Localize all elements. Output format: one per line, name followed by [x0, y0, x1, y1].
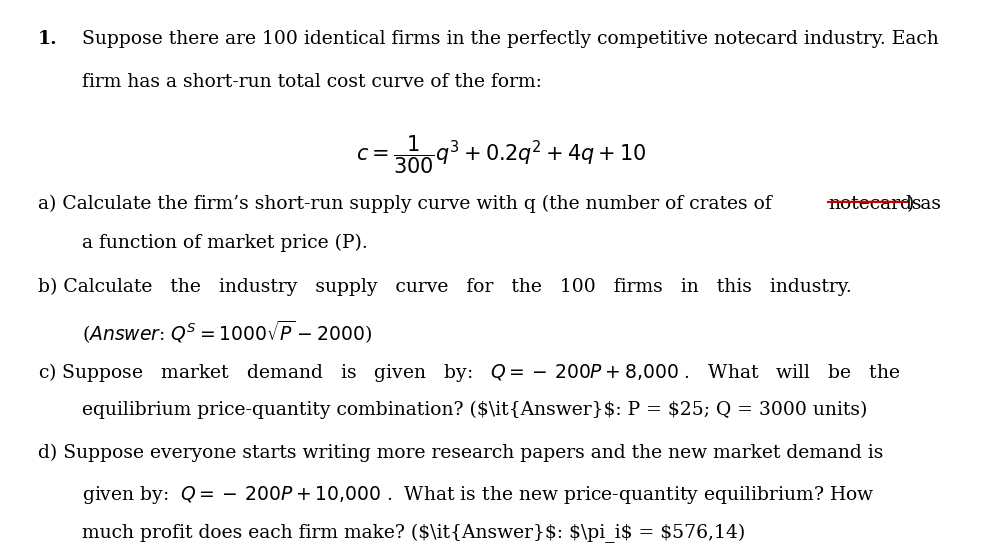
Text: Suppose there are 100 identical firms in the perfectly competitive notecard indu: Suppose there are 100 identical firms in…	[82, 30, 938, 49]
Text: a function of market price (P).: a function of market price (P).	[82, 233, 368, 252]
Text: ($\it{Answer}$: $Q^S = 1000\sqrt{P} - 2000$): ($\it{Answer}$: $Q^S = 1000\sqrt{P} - 20…	[82, 318, 372, 345]
Text: 1.: 1.	[38, 30, 58, 49]
Text: ) as: ) as	[906, 195, 940, 213]
Text: c) Suppose   market   demand   is   given   by:   $Q =-\, 200P + 8{,}000$ .   Wh: c) Suppose market demand is given by: $Q…	[38, 361, 900, 384]
Text: much profit does each firm make? ($\it{Answer}$: $\pi_i$ = $576,14): much profit does each firm make? ($\it{A…	[82, 524, 744, 544]
Text: d) Suppose everyone starts writing more research papers and the new market deman: d) Suppose everyone starts writing more …	[38, 444, 883, 462]
Text: notecards: notecards	[828, 195, 921, 213]
Text: equilibrium price-quantity combination? ($\it{Answer}$: P = $25; Q = 3000 units): equilibrium price-quantity combination? …	[82, 401, 867, 419]
Text: a) Calculate the firm’s short-run supply curve with q (the number of crates of: a) Calculate the firm’s short-run supply…	[38, 195, 778, 213]
Text: b) Calculate   the   industry   supply   curve   for   the   100   firms   in   : b) Calculate the industry supply curve f…	[38, 278, 851, 296]
Text: given by:  $Q =-\, 200P + 10{,}000$ .  What is the new price-quantity equilibriu: given by: $Q =-\, 200P + 10{,}000$ . Wha…	[82, 484, 874, 506]
Text: $c = \dfrac{1}{300}q^3 + 0.2q^2 + 4q + 10$: $c = \dfrac{1}{300}q^3 + 0.2q^2 + 4q + 1…	[356, 134, 646, 176]
Text: firm has a short-run total cost curve of the form:: firm has a short-run total cost curve of…	[82, 73, 541, 91]
